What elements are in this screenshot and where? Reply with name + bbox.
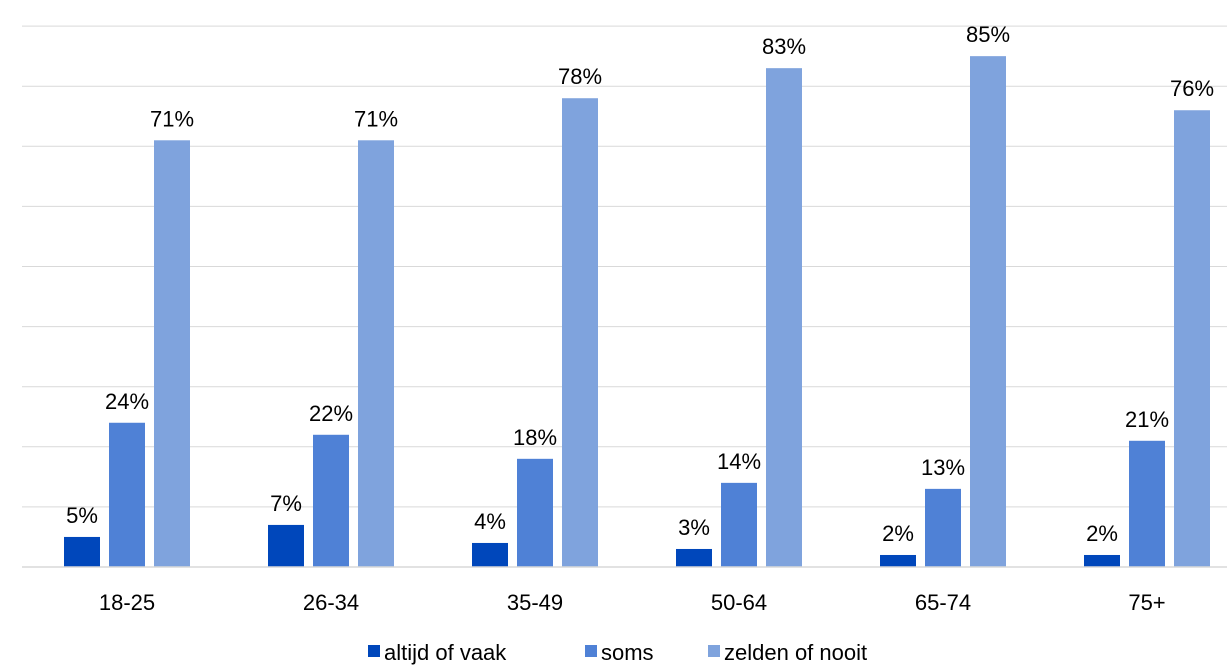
x-tick-label: 26-34 bbox=[303, 590, 359, 615]
x-tick-label: 35-49 bbox=[507, 590, 563, 615]
data-label: 7% bbox=[270, 491, 302, 516]
bar bbox=[268, 524, 304, 567]
bar bbox=[109, 422, 145, 567]
legend-label: altijd of vaak bbox=[384, 640, 507, 665]
bar bbox=[721, 482, 757, 567]
bar bbox=[1129, 440, 1165, 567]
bar bbox=[517, 458, 553, 567]
data-label: 71% bbox=[150, 106, 194, 131]
gridlines bbox=[22, 25, 1227, 508]
data-label: 2% bbox=[882, 521, 914, 546]
bar bbox=[970, 56, 1006, 568]
bar bbox=[925, 488, 961, 567]
legend-swatch bbox=[585, 645, 597, 657]
bar bbox=[64, 536, 100, 567]
bar bbox=[1174, 110, 1210, 568]
x-tick-label: 18-25 bbox=[99, 590, 155, 615]
data-label: 14% bbox=[717, 449, 761, 474]
legend: altijd of vaak soms zelden of nooit bbox=[368, 640, 867, 665]
x-tick-label: 65-74 bbox=[915, 590, 971, 615]
bar bbox=[472, 542, 508, 567]
bar bbox=[313, 434, 349, 567]
data-label: 71% bbox=[354, 106, 398, 131]
data-label: 76% bbox=[1170, 76, 1214, 101]
data-label: 18% bbox=[513, 425, 557, 450]
data-label: 21% bbox=[1125, 407, 1169, 432]
data-label: 2% bbox=[1086, 521, 1118, 546]
bar bbox=[154, 140, 190, 568]
bar bbox=[562, 98, 598, 567]
data-label: 78% bbox=[558, 64, 602, 89]
data-label: 85% bbox=[966, 22, 1010, 47]
data-label: 4% bbox=[474, 509, 506, 534]
legend-label: soms bbox=[601, 640, 654, 665]
data-label: 22% bbox=[309, 401, 353, 426]
bar bbox=[766, 68, 802, 568]
bar bbox=[358, 140, 394, 568]
x-tick-label: 75+ bbox=[1128, 590, 1165, 615]
data-label: 24% bbox=[105, 389, 149, 414]
x-tick-label: 50-64 bbox=[711, 590, 767, 615]
data-label: 5% bbox=[66, 503, 98, 528]
legend-label: zelden of nooit bbox=[724, 640, 867, 665]
data-labels: 5% 7% 4% 3% 2% 2% 24% 22% 18% 14% 13% 21% 71% 71% 78% 8… bbox=[66, 22, 1214, 546]
data-label: 83% bbox=[762, 34, 806, 59]
data-label: 3% bbox=[678, 515, 710, 540]
data-label: 13% bbox=[921, 455, 965, 480]
legend-swatch bbox=[368, 645, 380, 657]
bar bbox=[880, 554, 916, 567]
bars bbox=[64, 56, 1210, 568]
legend-swatch bbox=[708, 645, 720, 657]
x-axis: 18-25 26-34 35-49 50-64 65-74 75+ bbox=[22, 566, 1227, 615]
bar bbox=[1084, 554, 1120, 567]
bar bbox=[676, 548, 712, 567]
